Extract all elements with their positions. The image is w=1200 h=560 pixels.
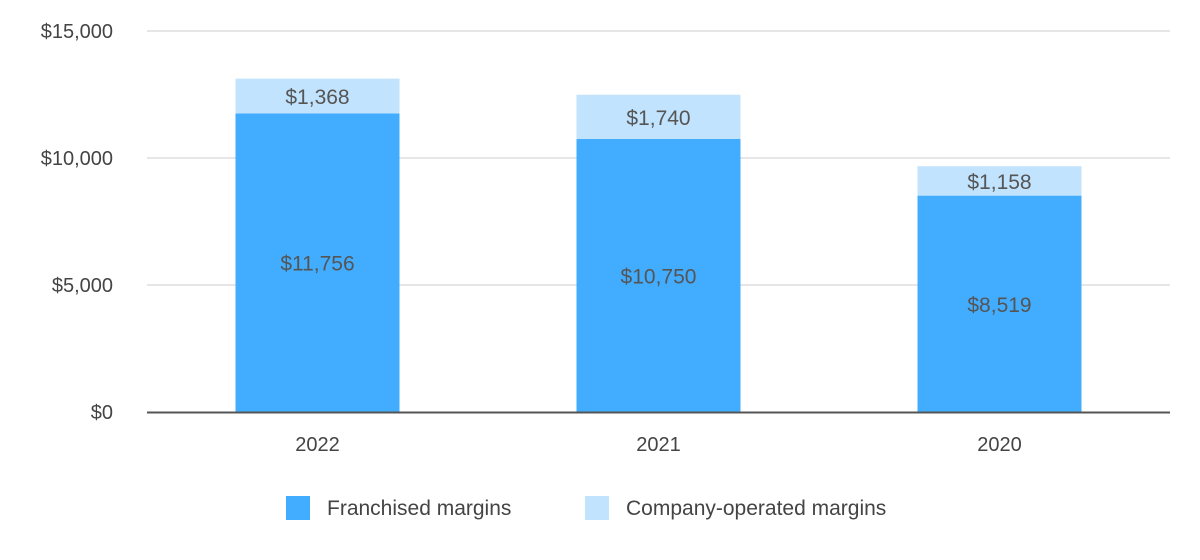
- bar-segment-2021-franchised: [576, 138, 741, 412]
- bar-segment-2020-company-operated: [917, 166, 1082, 196]
- data-label: $1,368: [285, 86, 349, 109]
- bar-segment-2022-franchised: [235, 113, 400, 413]
- x-tick-label: 2020: [977, 434, 1022, 456]
- legend-swatch: [286, 496, 310, 520]
- bar-segment-2021-company-operated: [576, 94, 741, 139]
- data-label: $11,756: [280, 253, 354, 276]
- y-tick-label: $10,000: [41, 148, 113, 170]
- bar-segment-2020-franchised: [917, 195, 1082, 412]
- y-tick-label: $15,000: [41, 21, 113, 43]
- bar-segment-2022-company-operated: [235, 78, 400, 114]
- legend-label: Franchised margins: [327, 497, 511, 520]
- bars: [235, 78, 1082, 413]
- legend-swatch: [585, 496, 609, 520]
- x-tick-label: 2021: [636, 434, 681, 456]
- data-label: $1,158: [967, 171, 1031, 194]
- data-label: $1,740: [626, 107, 690, 130]
- data-label: $8,519: [967, 294, 1031, 317]
- y-axis-tick-labels: $0 $5,000 $10,000 $15,000: [41, 21, 113, 424]
- data-labels: $11,756 $1,368 $10,750 $1,740 $8,519 $1,158: [280, 86, 1031, 317]
- data-label: $10,750: [621, 265, 697, 288]
- y-tick-label: $5,000: [52, 275, 113, 297]
- y-tick-label: $0: [91, 402, 113, 424]
- x-axis-tick-labels: 2022 2021 2020: [295, 434, 1022, 456]
- x-tick-label: 2022: [295, 434, 340, 456]
- legend-label: Company-operated margins: [626, 497, 886, 520]
- legend: Franchised margins Company-operated margi…: [286, 496, 886, 520]
